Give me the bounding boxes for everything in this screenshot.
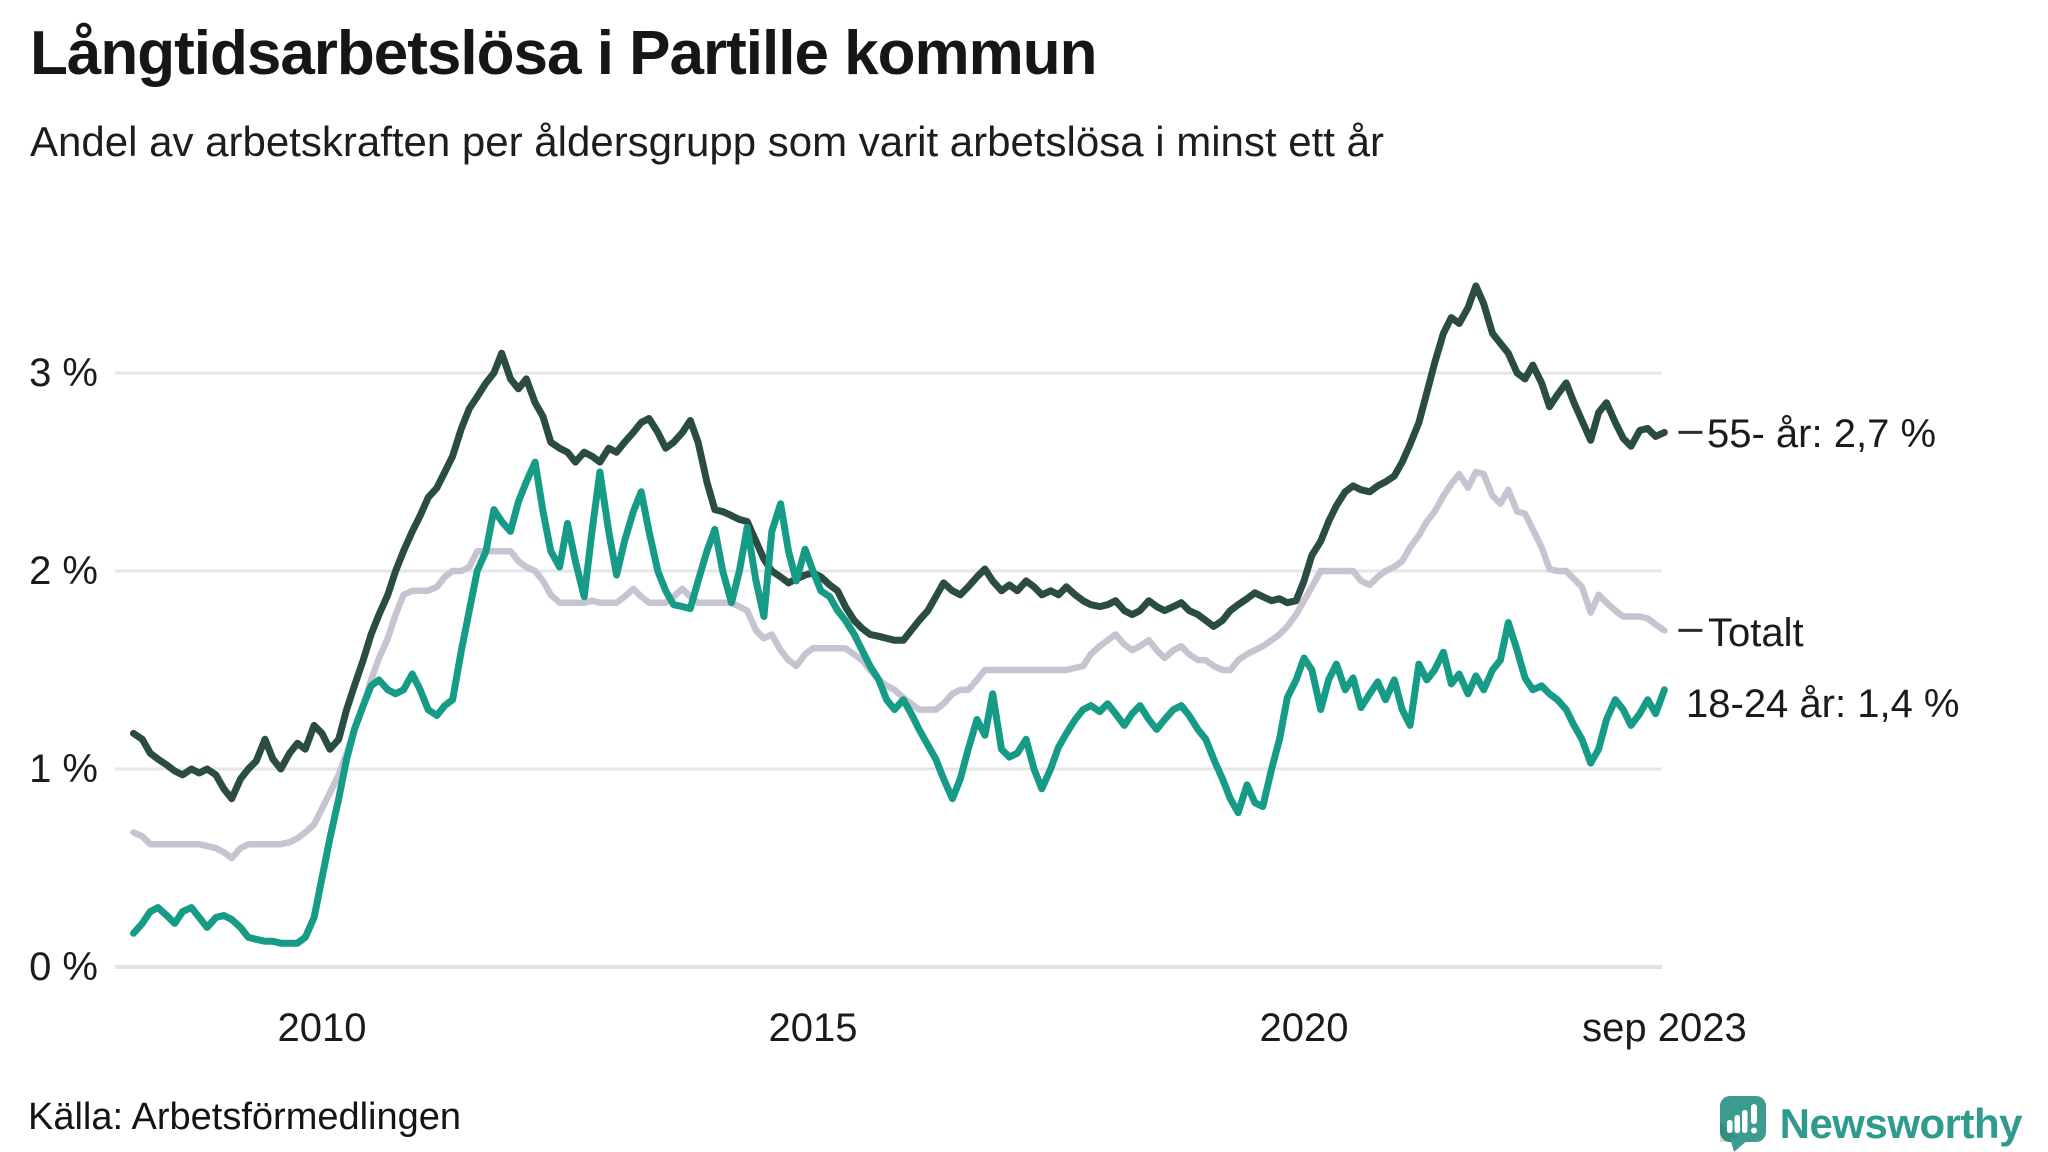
series-end-label-18-24-ar: 18-24 år: 1,4 % bbox=[1686, 682, 1960, 726]
chart-title: Långtidsarbetslösa i Partille kommun bbox=[30, 19, 1098, 88]
newsworthy-brand: Newsworthy bbox=[1719, 1096, 2023, 1152]
y-tick-label-1: 1 % bbox=[29, 747, 98, 791]
x-tick-label-2015: 2015 bbox=[768, 1006, 858, 1050]
y-tick-label-3: 3 % bbox=[29, 351, 98, 395]
x-tick-label-2020: 2020 bbox=[1259, 1006, 1349, 1050]
series-line-totalt bbox=[130, 468, 1668, 862]
x-tick-label-2010: 2010 bbox=[277, 1006, 367, 1050]
y-tick-label-0: 0 % bbox=[29, 945, 98, 989]
source-attribution: Källa: Arbetsförmedlingen bbox=[28, 1096, 462, 1138]
series-end-label-totalt: Totalt bbox=[1708, 611, 1804, 655]
series-end-label-55-ar: 55- år: 2,7 % bbox=[1707, 412, 1937, 456]
newsworthy-wordmark: Newsworthy bbox=[1779, 1100, 2023, 1147]
series-line-55-r bbox=[130, 282, 1668, 803]
series-line-18-24-r bbox=[130, 458, 1668, 947]
chart-subtitle: Andel av arbetskraften per åldersgrupp s… bbox=[30, 118, 1384, 165]
x-tick-label-sep-2023: sep 2023 bbox=[1582, 1006, 1747, 1050]
y-tick-label-2: 2 % bbox=[29, 549, 98, 593]
newsworthy-logo-icon bbox=[1719, 1096, 1766, 1152]
